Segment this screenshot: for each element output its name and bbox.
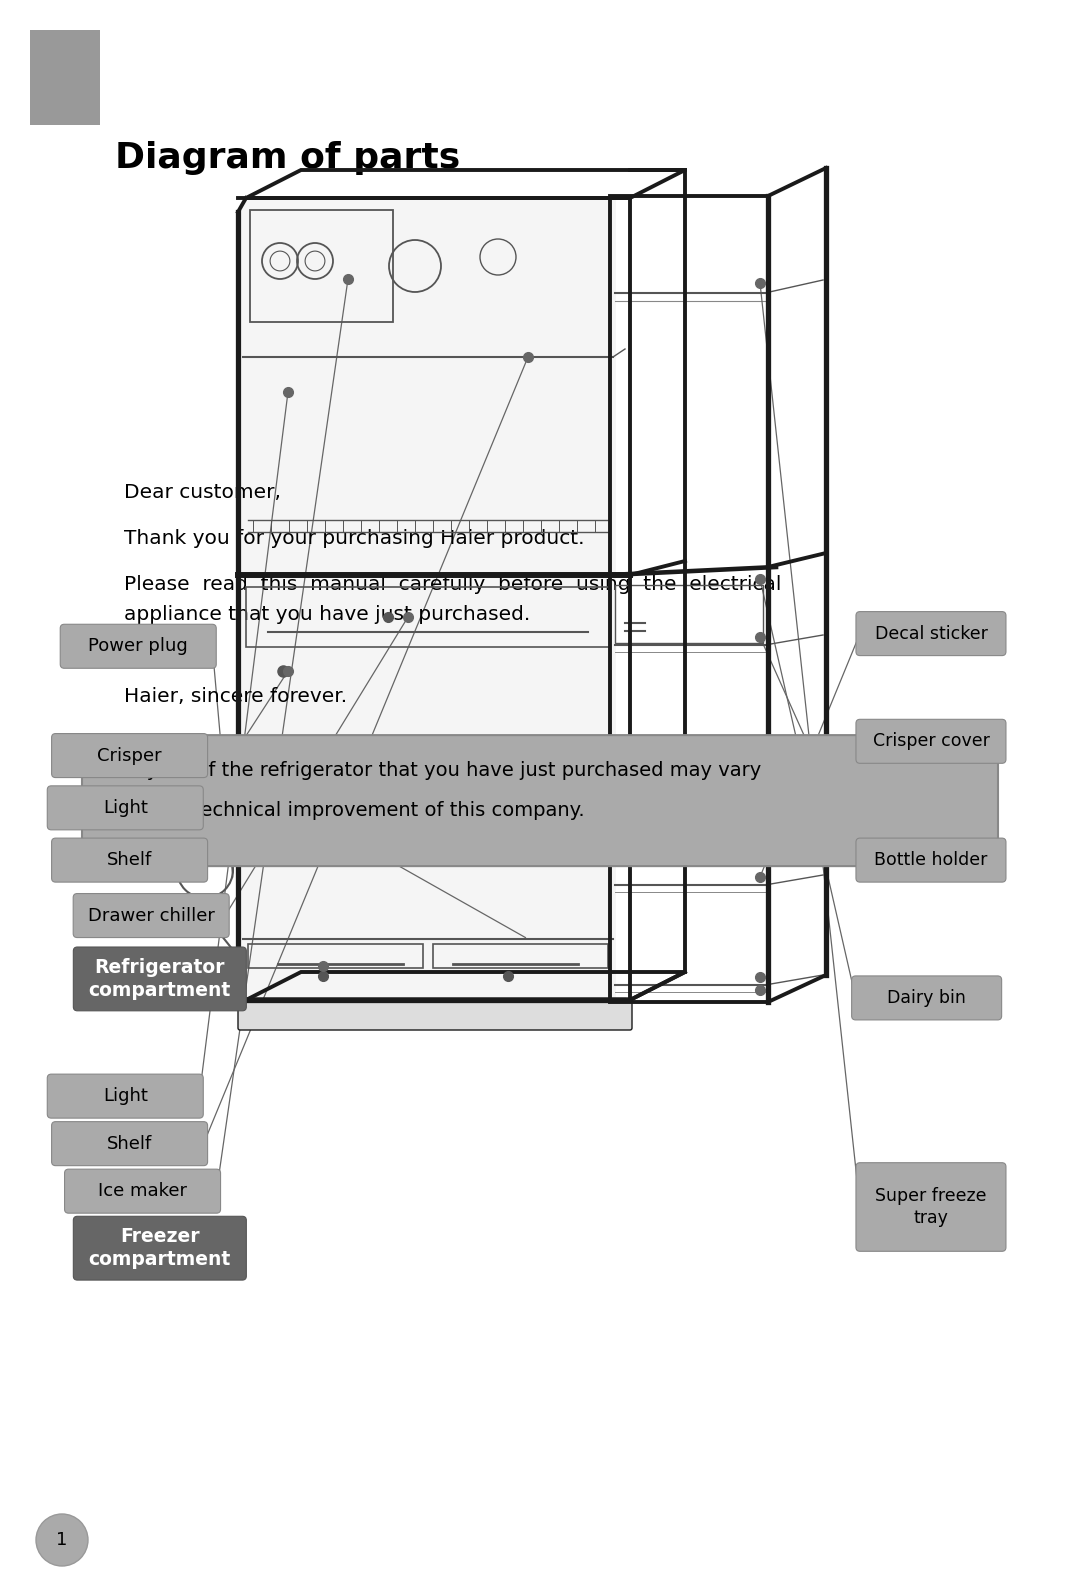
- Text: Decal sticker: Decal sticker: [875, 624, 987, 643]
- Text: due to technical improvement of this company.: due to technical improvement of this com…: [124, 802, 585, 821]
- FancyBboxPatch shape: [52, 1121, 207, 1166]
- FancyBboxPatch shape: [82, 735, 998, 866]
- FancyBboxPatch shape: [48, 1074, 203, 1118]
- Text: 1: 1: [56, 1532, 68, 1549]
- FancyBboxPatch shape: [856, 611, 1005, 656]
- Text: Haier, sincere forever.: Haier, sincere forever.: [124, 687, 348, 706]
- FancyBboxPatch shape: [52, 733, 207, 778]
- Text: Bottle holder: Bottle holder: [875, 851, 987, 870]
- FancyBboxPatch shape: [73, 893, 229, 938]
- Text: Crisper cover: Crisper cover: [873, 732, 989, 751]
- FancyBboxPatch shape: [856, 838, 1005, 882]
- FancyBboxPatch shape: [852, 976, 1001, 1020]
- Text: Ice maker: Ice maker: [98, 1182, 187, 1201]
- Text: Shelf: Shelf: [107, 851, 152, 870]
- Text: Thank you for your purchasing Haier product.: Thank you for your purchasing Haier prod…: [124, 529, 584, 548]
- Text: Please  read  this  manual  carefully  before  using  the  electrical: Please read this manual carefully before…: [124, 575, 782, 594]
- FancyBboxPatch shape: [73, 1217, 246, 1280]
- FancyBboxPatch shape: [238, 998, 632, 1030]
- FancyBboxPatch shape: [30, 30, 100, 125]
- Text: Freezer
compartment: Freezer compartment: [89, 1228, 231, 1269]
- Text: Dear customer,: Dear customer,: [124, 483, 281, 502]
- Text: Shelf: Shelf: [107, 1134, 152, 1153]
- FancyBboxPatch shape: [856, 719, 1005, 763]
- Text: Crisper: Crisper: [97, 746, 162, 765]
- FancyBboxPatch shape: [48, 786, 203, 830]
- Text: Diagram of parts: Diagram of parts: [114, 141, 460, 174]
- Polygon shape: [242, 200, 616, 998]
- Text: Light: Light: [103, 798, 148, 817]
- Circle shape: [36, 1514, 87, 1567]
- FancyBboxPatch shape: [60, 624, 216, 668]
- Text: Layout of the refrigerator that you have just purchased may vary: Layout of the refrigerator that you have…: [124, 762, 761, 781]
- Text: appliance that you have just purchased.: appliance that you have just purchased.: [124, 605, 530, 624]
- FancyBboxPatch shape: [73, 947, 246, 1011]
- Text: Drawer chiller: Drawer chiller: [87, 906, 215, 925]
- FancyBboxPatch shape: [65, 1169, 220, 1213]
- FancyBboxPatch shape: [856, 1163, 1005, 1251]
- FancyBboxPatch shape: [52, 838, 207, 882]
- Text: Power plug: Power plug: [89, 637, 188, 656]
- Text: Refrigerator
compartment: Refrigerator compartment: [89, 958, 231, 1000]
- Text: Dairy bin: Dairy bin: [887, 988, 967, 1007]
- Text: Light: Light: [103, 1087, 148, 1106]
- Text: Super freeze
tray: Super freeze tray: [875, 1188, 987, 1226]
